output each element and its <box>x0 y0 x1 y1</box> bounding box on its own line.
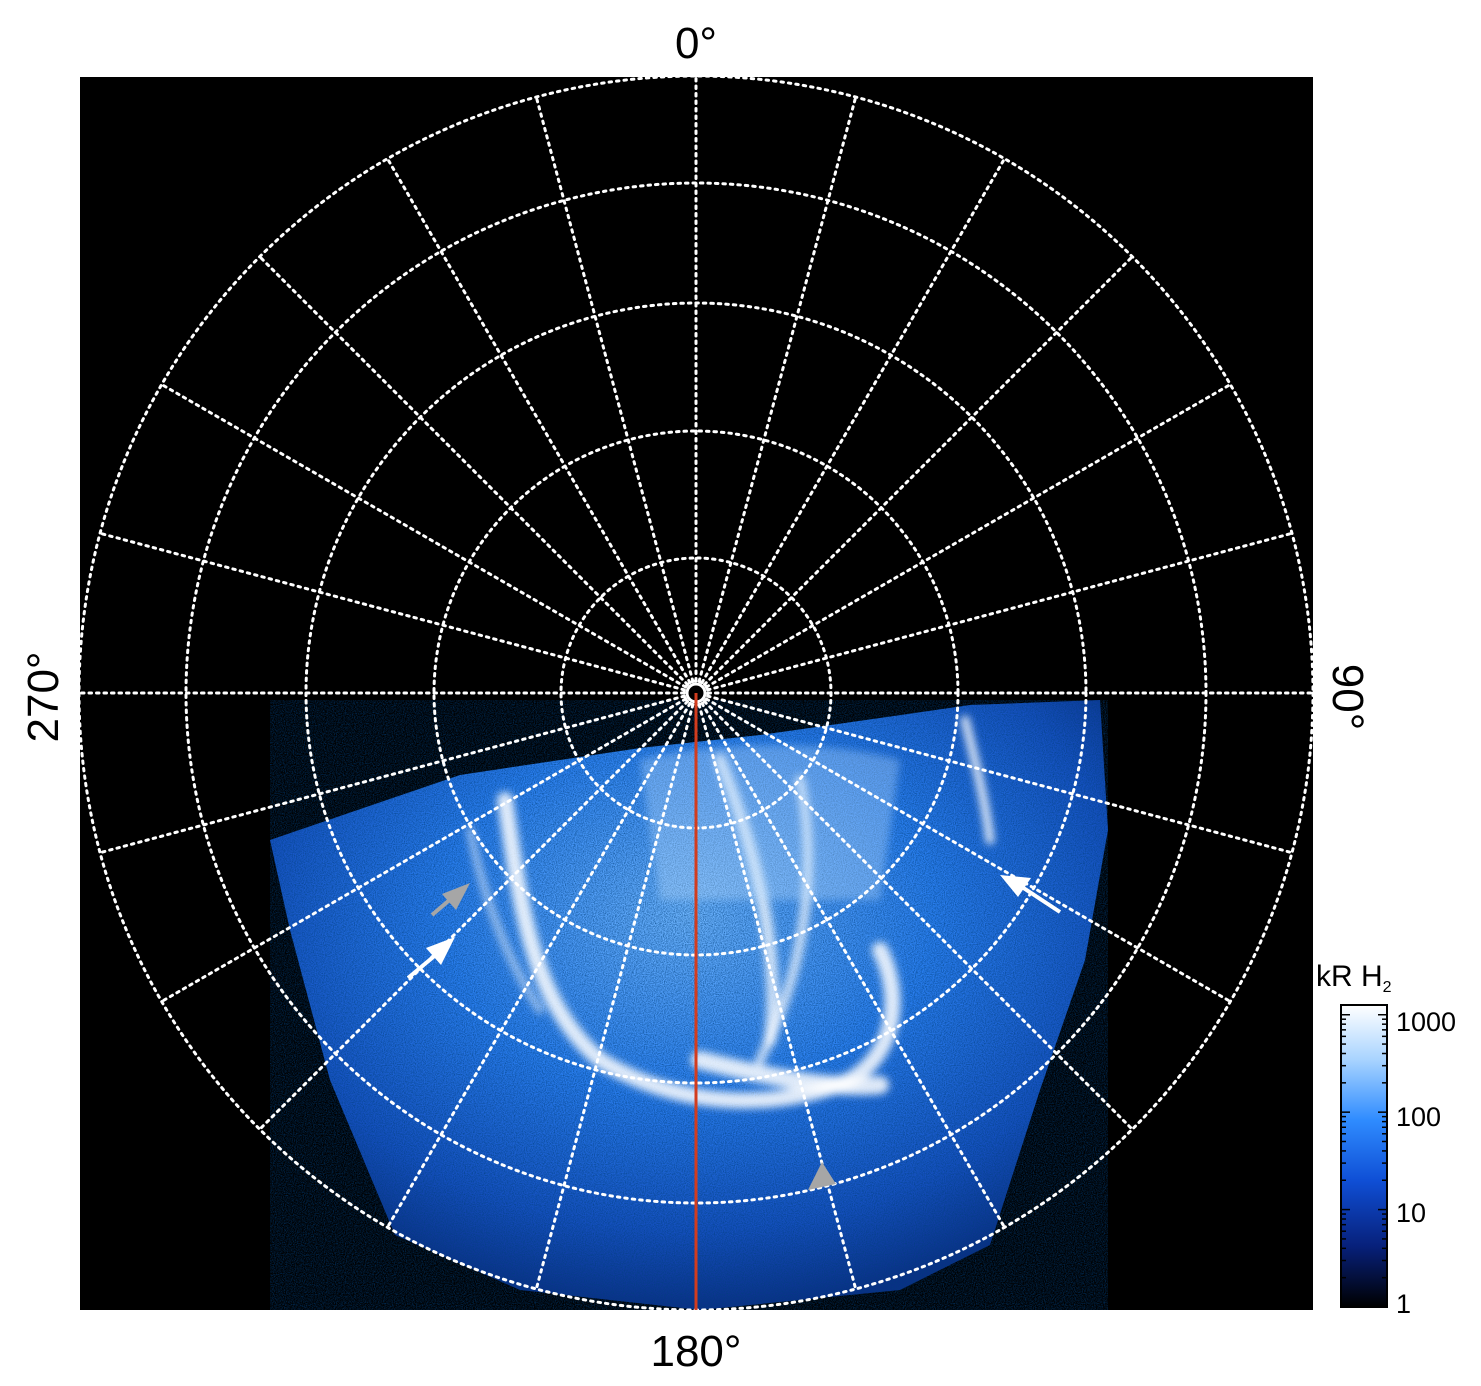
label-bottom: 180° <box>650 1327 741 1376</box>
grid-meridian-60 <box>704 383 1232 689</box>
grid-meridian-285 <box>98 531 686 692</box>
colorbar-tick-1: 1 <box>1396 1289 1411 1319</box>
grid-meridian-300 <box>160 383 688 689</box>
lower-bright-band <box>691 1051 889 1095</box>
grid-meridian-315 <box>258 255 690 687</box>
grid-meridian-195 <box>534 703 695 1291</box>
gray-arrow-bottom <box>808 1162 836 1190</box>
grid-meridian-15 <box>697 95 858 683</box>
grid-meridian-30 <box>700 157 1006 685</box>
gray-arrow-upper-left <box>430 883 470 917</box>
colorbar-ticks <box>1341 1013 1387 1308</box>
colorbar-title-sub: 2 <box>1383 979 1392 996</box>
left-faint-arc <box>466 826 544 1014</box>
label-right: 90° <box>1323 664 1372 731</box>
grid-meridian-45 <box>702 255 1134 687</box>
white-arrow-left <box>406 937 455 980</box>
label-top: 0° <box>675 19 717 68</box>
colorbar-tick-10: 10 <box>1396 1198 1426 1228</box>
grid-meridian-165 <box>697 703 858 1291</box>
colorbar-tick-1000: 1000 <box>1396 1007 1456 1037</box>
main-oval-arc <box>497 792 901 1109</box>
colorbar-tick-100: 100 <box>1396 1102 1441 1132</box>
grid-meridian-240 <box>160 697 688 1003</box>
grid-meridian-330 <box>386 157 692 685</box>
label-left: 270° <box>19 651 68 742</box>
grid-meridian-120 <box>704 697 1232 1003</box>
grid-meridian-105 <box>706 694 1294 855</box>
grid-meridian-135 <box>702 699 1134 1131</box>
right-arc <box>960 715 995 845</box>
colorbar-gradient <box>1340 1004 1388 1308</box>
grid-meridian-225 <box>258 699 690 1131</box>
polar-grid <box>80 77 1313 1310</box>
grid-meridian-210 <box>386 701 692 1229</box>
grid-meridian-150 <box>700 701 1006 1229</box>
white-arrow-right <box>1000 875 1062 914</box>
colorbar-title-main: kR H <box>1316 960 1383 993</box>
grid-meridian-255 <box>98 694 686 855</box>
grid-meridian-75 <box>706 531 1294 692</box>
grid-meridian-345 <box>534 95 695 683</box>
emission-noise <box>270 700 1108 1310</box>
colorbar: kR H2 1000 100 10 1 <box>1316 960 1456 1319</box>
colorbar-title: kR H2 <box>1316 960 1392 996</box>
